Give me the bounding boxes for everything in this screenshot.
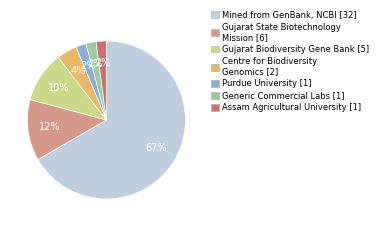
Wedge shape <box>76 44 106 120</box>
Text: 4%: 4% <box>70 66 86 76</box>
Wedge shape <box>96 41 106 120</box>
Wedge shape <box>38 41 185 199</box>
Wedge shape <box>58 47 106 120</box>
Wedge shape <box>30 57 106 120</box>
Wedge shape <box>27 100 106 160</box>
Wedge shape <box>86 42 106 120</box>
Text: 2%: 2% <box>95 58 110 68</box>
Text: 67%: 67% <box>145 144 166 153</box>
Text: 12%: 12% <box>39 122 61 132</box>
Text: 2%: 2% <box>88 59 103 69</box>
Text: 2%: 2% <box>81 61 96 71</box>
Legend: Mined from GenBank, NCBI [32], Gujarat State Biotechnology
Mission [6], Gujarat : Mined from GenBank, NCBI [32], Gujarat S… <box>209 9 370 114</box>
Text: 10%: 10% <box>48 83 70 93</box>
